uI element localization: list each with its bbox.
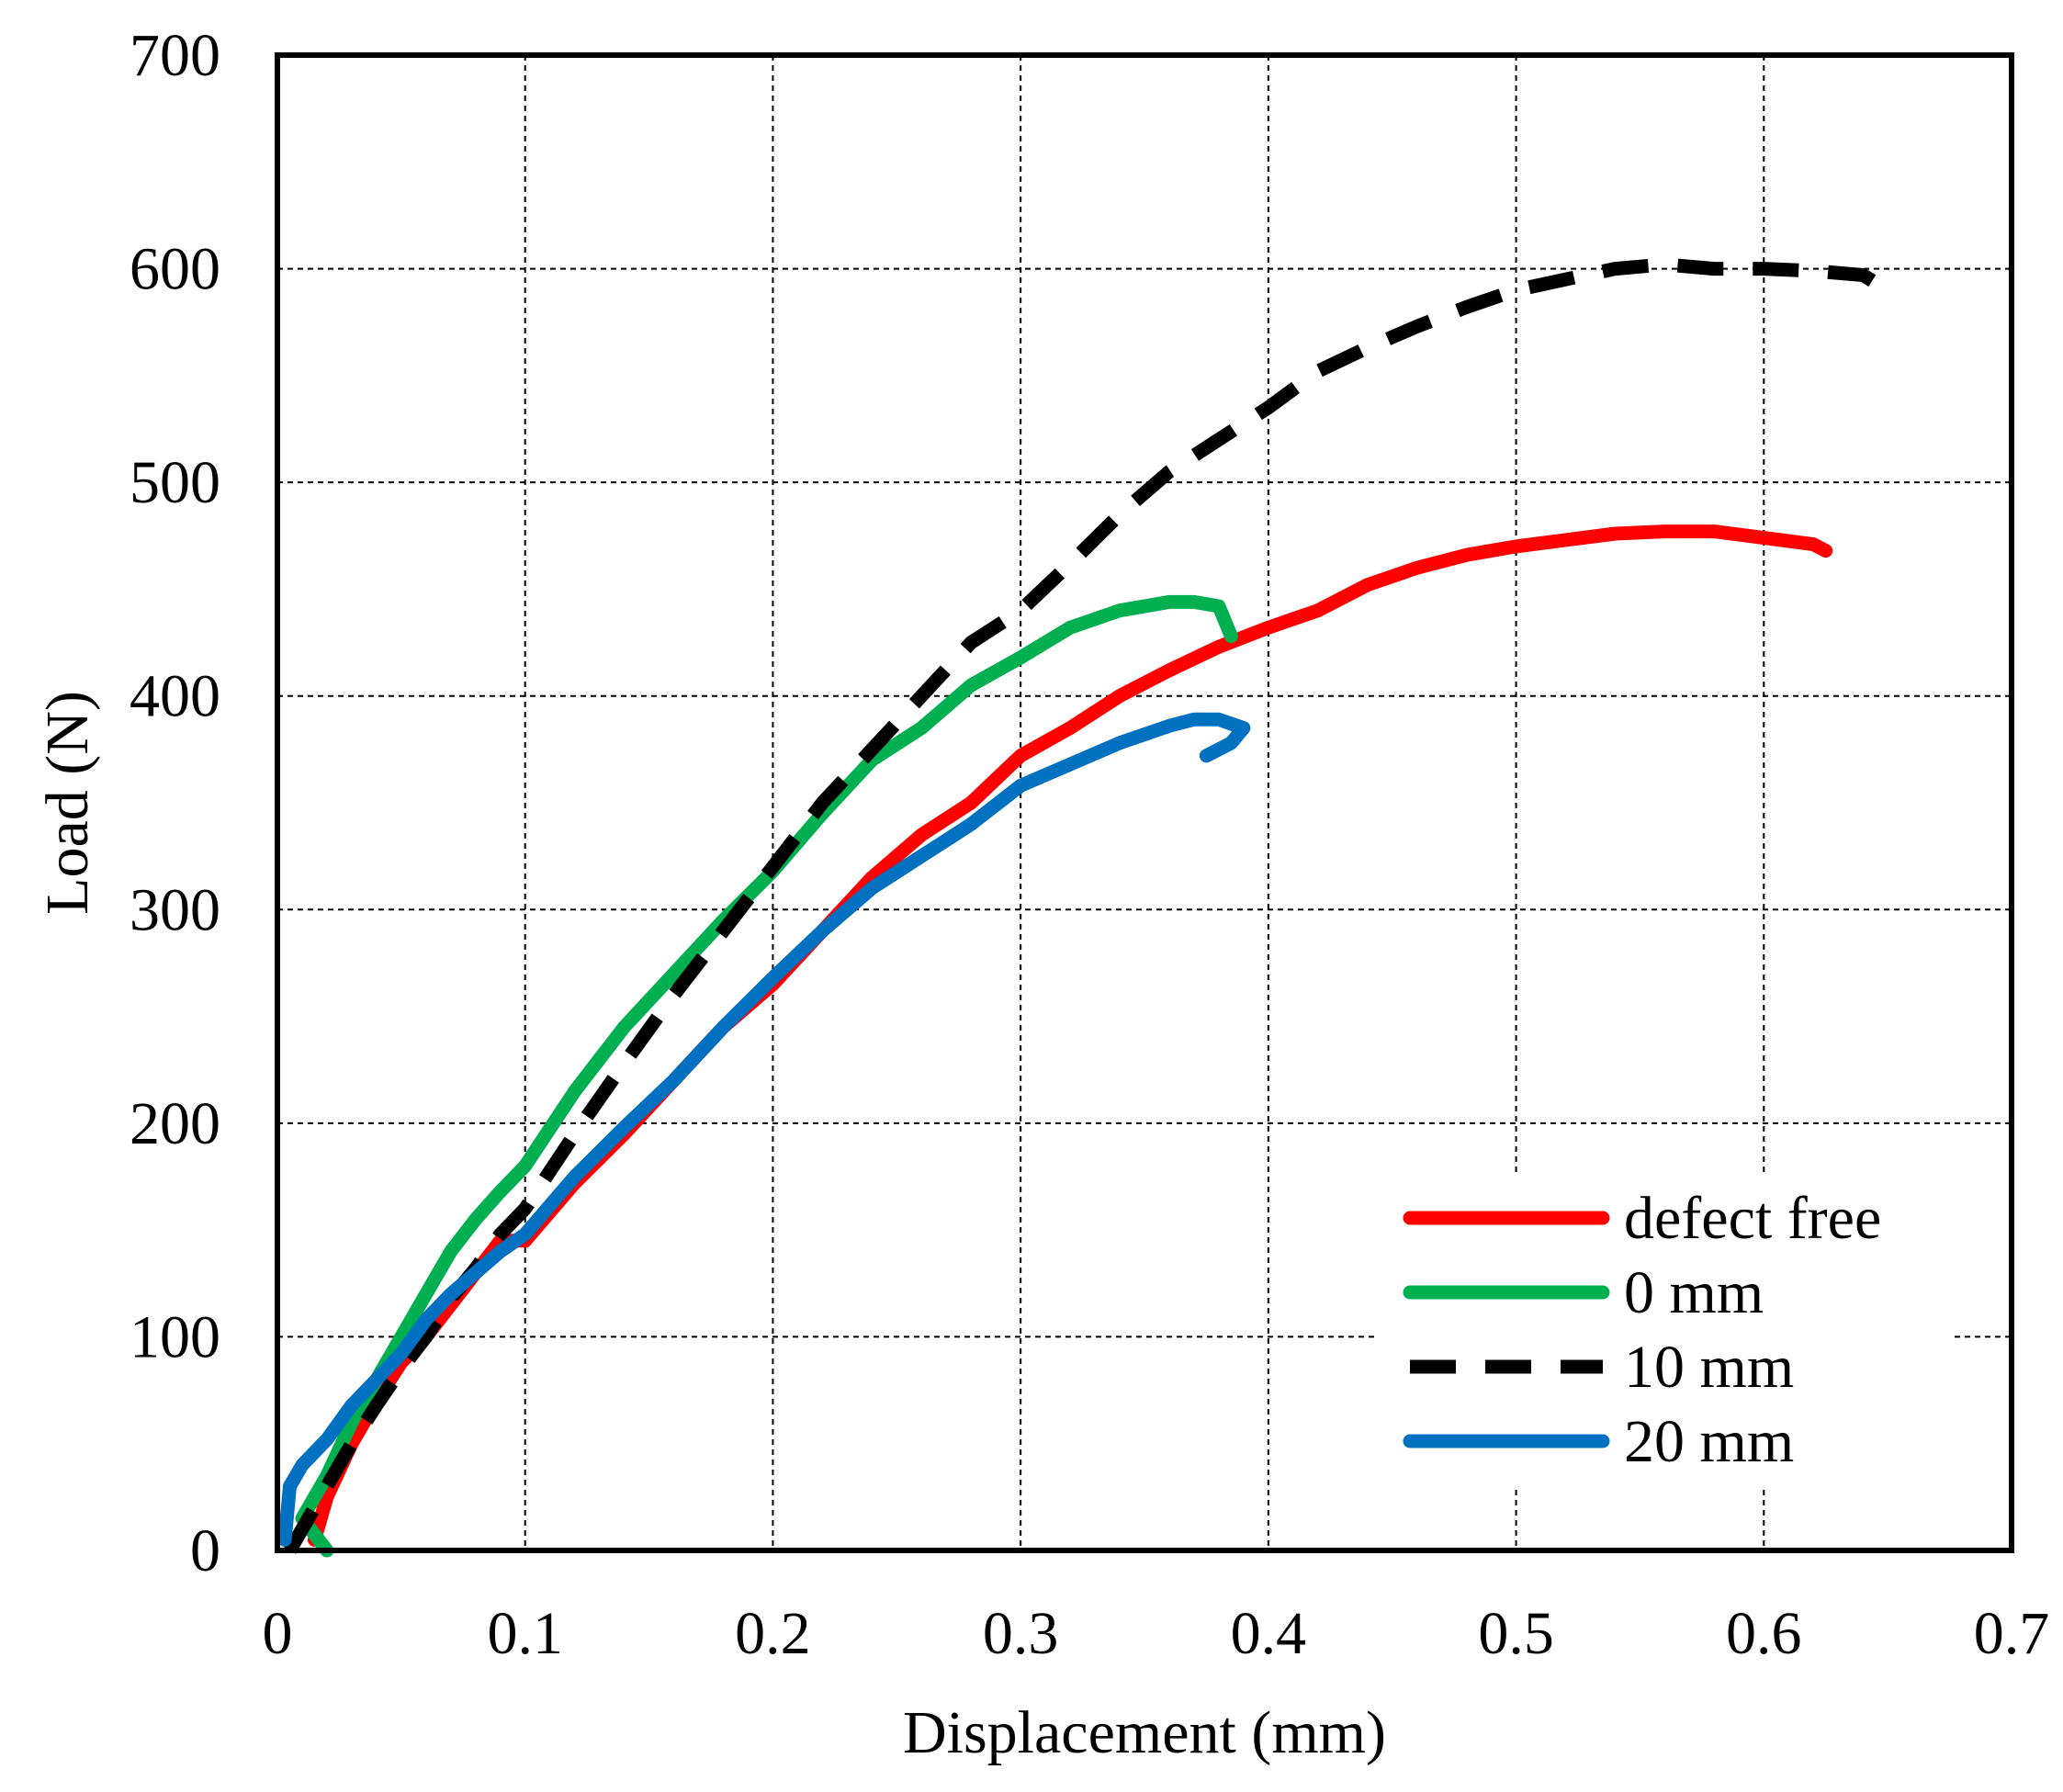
legend-label: 0 mm (1624, 1259, 1764, 1326)
y-tick-label: 500 (130, 449, 220, 516)
x-tick-label: 0.7 (1974, 1600, 2050, 1667)
series-line-10-mm (284, 257, 1891, 1554)
x-tick-label: 0.3 (983, 1600, 1059, 1667)
series-layer (277, 257, 1891, 1558)
y-tick-labels: 0 100 200 300 400 500 600 700 (130, 22, 220, 1584)
series-line-20-mm (277, 712, 1251, 1547)
y-tick-label: 200 (130, 1090, 220, 1157)
y-tick-label: 400 (130, 663, 220, 730)
x-tick-label: 0.2 (735, 1600, 811, 1667)
x-tick-label: 0.5 (1478, 1600, 1554, 1667)
plot-frame (275, 52, 2014, 1553)
y-tick-label: 700 (130, 22, 220, 89)
x-axis-title: Displacement (mm) (903, 1699, 1386, 1766)
series-line-0-mm (295, 594, 1238, 1558)
x-tick-label: 0.4 (1231, 1600, 1307, 1667)
legend-label: defect free (1624, 1185, 1881, 1252)
legend-background (1378, 1174, 1952, 1486)
y-tick-label: 100 (130, 1303, 220, 1370)
y-tick-label: 300 (130, 876, 220, 943)
y-tick-label: 600 (130, 236, 220, 303)
legend-label: 20 mm (1624, 1408, 1794, 1475)
series-line-defect-free (308, 524, 1833, 1547)
legend-label: 10 mm (1624, 1334, 1794, 1401)
y-tick-label: 0 (190, 1517, 220, 1584)
x-tick-labels: 0 0.1 0.2 0.3 0.4 0.5 0.6 0.7 (263, 1600, 2050, 1667)
legend: defect free 0 mm 10 mm 20 mm (1378, 1174, 1952, 1486)
x-tick-label: 0 (263, 1600, 293, 1667)
x-tick-label: 0.1 (487, 1600, 563, 1667)
y-axis-title: Load (N) (34, 691, 101, 915)
x-tick-label: 0.6 (1726, 1600, 1802, 1667)
